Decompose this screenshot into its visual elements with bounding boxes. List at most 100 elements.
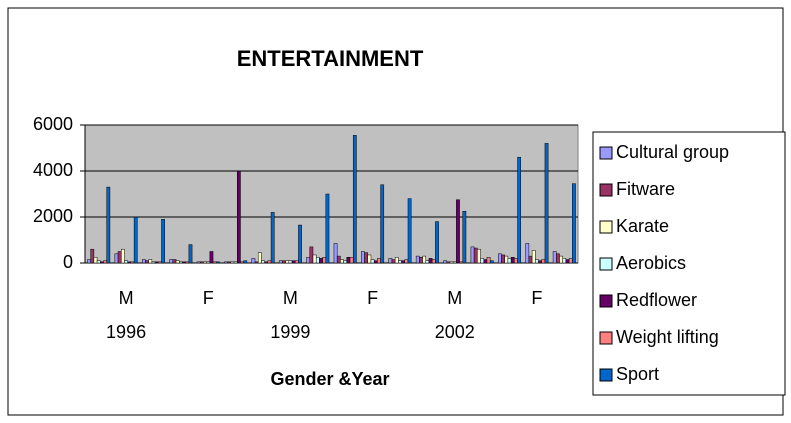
legend-swatch — [599, 331, 613, 345]
bar — [212, 261, 217, 264]
plot-area — [84, 124, 579, 264]
bar — [401, 260, 406, 264]
bar — [352, 135, 357, 264]
bar — [398, 260, 402, 264]
bar — [106, 186, 111, 264]
bar — [264, 261, 269, 264]
bar — [282, 260, 286, 264]
bar — [243, 260, 248, 264]
bar — [179, 261, 183, 264]
x-tick-label: M — [283, 288, 298, 308]
y-tick-label: 4000 — [33, 160, 73, 180]
bar — [535, 259, 539, 264]
bar — [216, 261, 220, 264]
x-tick-label: M — [447, 288, 462, 308]
bar — [291, 260, 296, 264]
legend-label: Aerobics — [616, 253, 686, 273]
bar — [346, 257, 351, 264]
bar — [361, 251, 365, 264]
bar — [456, 199, 460, 264]
bar — [298, 224, 302, 264]
bar — [336, 255, 341, 264]
legend-swatch — [599, 146, 613, 160]
bar — [507, 258, 512, 264]
x-group-label: 1999 — [270, 322, 310, 342]
x-tick-label: F — [531, 288, 542, 308]
bar — [388, 258, 393, 264]
bar — [517, 156, 522, 264]
legend-label: Fitware — [616, 179, 675, 199]
bar — [196, 261, 201, 264]
bar — [531, 250, 536, 264]
legend-label: Redflower — [616, 290, 697, 310]
bar — [510, 257, 515, 264]
bar — [544, 143, 549, 264]
bar — [148, 259, 153, 264]
bar — [565, 259, 570, 264]
bar — [364, 252, 369, 264]
bar — [415, 255, 420, 264]
bar — [435, 221, 439, 264]
bar — [504, 255, 509, 264]
bar — [206, 261, 211, 264]
bar — [267, 260, 272, 264]
bar — [480, 258, 484, 264]
x-tick-label: F — [367, 288, 378, 308]
bar — [340, 259, 344, 264]
x-group-label: 2002 — [435, 322, 475, 342]
bar — [103, 260, 107, 264]
bar — [473, 247, 478, 264]
bar — [325, 193, 330, 264]
bar — [182, 261, 186, 264]
bar — [251, 258, 256, 264]
legend-label: Karate — [616, 216, 669, 236]
bar — [446, 261, 451, 264]
bar — [501, 254, 505, 264]
bar — [230, 261, 235, 264]
bar — [114, 253, 119, 264]
bar — [556, 253, 560, 264]
bar — [288, 260, 293, 264]
bar — [552, 251, 557, 264]
bar — [158, 261, 162, 264]
bar — [306, 257, 311, 264]
bar — [431, 259, 436, 264]
bar — [309, 246, 314, 264]
bar — [90, 248, 95, 264]
bar — [525, 243, 530, 264]
y-tick-label: 6000 — [33, 114, 73, 134]
bar — [343, 260, 348, 264]
bar — [145, 260, 149, 264]
bar — [425, 260, 430, 264]
bar — [315, 257, 320, 264]
bar — [394, 257, 399, 264]
bar — [130, 261, 135, 264]
x-tick-label: F — [203, 288, 214, 308]
bar — [154, 261, 159, 264]
x-axis-title: Gender &Year — [270, 369, 389, 389]
bar — [93, 257, 98, 264]
bar — [172, 259, 177, 264]
bar — [377, 258, 381, 264]
bar — [459, 261, 464, 264]
bar — [391, 259, 396, 264]
bar — [559, 255, 563, 264]
bar — [236, 170, 241, 264]
bar — [541, 259, 546, 264]
legend-swatch — [599, 294, 613, 308]
bar — [538, 260, 542, 264]
bar — [96, 260, 101, 264]
bar — [428, 258, 433, 264]
bar — [199, 261, 204, 264]
x-group-label: 1996 — [106, 322, 146, 342]
bar — [380, 184, 385, 264]
bar — [233, 261, 238, 264]
bar — [209, 251, 214, 264]
bar — [419, 257, 423, 264]
bar — [370, 259, 375, 264]
bar — [270, 212, 275, 264]
bar — [227, 261, 232, 264]
bar — [568, 258, 573, 264]
bar — [127, 261, 132, 264]
